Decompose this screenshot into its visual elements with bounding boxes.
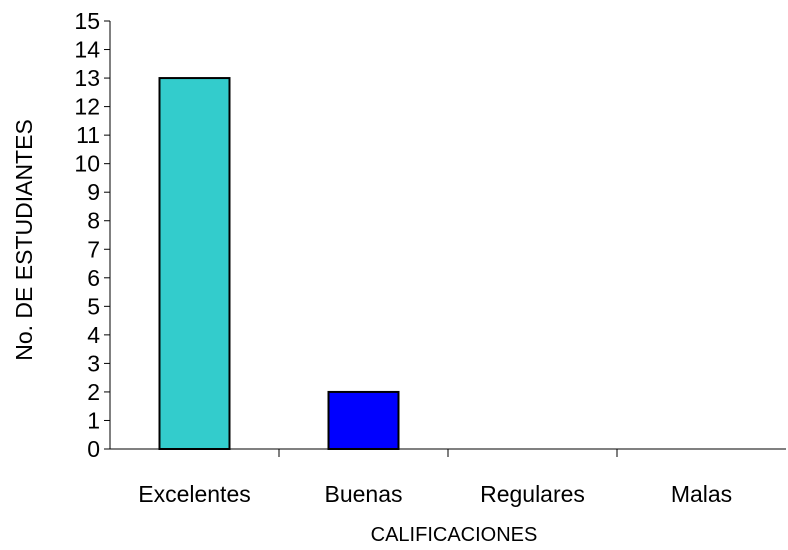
y-tick-label: 14: [74, 37, 100, 63]
y-tick-label: 10: [74, 151, 100, 177]
y-tick-label: 1: [87, 407, 100, 433]
y-tick-label: 3: [87, 350, 100, 376]
y-tick-label: 8: [87, 208, 100, 234]
y-axis-title: No. DE ESTUDIANTES: [11, 119, 37, 361]
x-tick-label: Regulares: [480, 481, 585, 507]
y-tick-label: 12: [74, 94, 100, 120]
bars: [158, 77, 400, 450]
y-tick-label: 7: [87, 236, 100, 262]
x-tick-label: Buenas: [324, 481, 402, 507]
bar-excelentes: [158, 77, 231, 450]
category-labels: Excelentes Buenas Regulares Malas: [138, 481, 732, 507]
y-tick-label: 5: [87, 293, 100, 319]
y-tick-label: 4: [87, 322, 100, 348]
y-tick-label: 11: [76, 122, 100, 148]
y-tick-label: 0: [87, 436, 100, 462]
y-tick-label: 15: [74, 8, 100, 34]
x-axis-ticks: [278, 449, 618, 457]
x-tick-label: Malas: [671, 481, 732, 507]
y-tick-label: 9: [87, 179, 100, 205]
y-tick-label: 2: [87, 379, 100, 405]
x-axis-title: CALIFICACIONES: [371, 524, 538, 546]
y-tick-label: 13: [74, 65, 100, 91]
x-tick-label: Excelentes: [138, 481, 251, 507]
y-tick-label: 6: [87, 265, 100, 291]
bar-buenas: [327, 390, 400, 450]
